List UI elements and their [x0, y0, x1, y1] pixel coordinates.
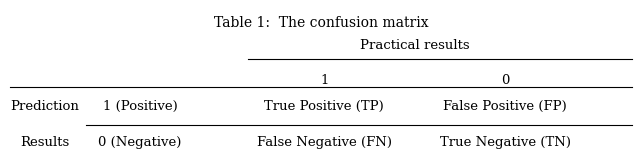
Text: 1: 1 — [320, 75, 328, 88]
Text: Table 1:  The confusion matrix: Table 1: The confusion matrix — [214, 16, 428, 30]
Text: Practical results: Practical results — [360, 39, 470, 52]
Text: False Negative (FN): False Negative (FN) — [257, 136, 392, 149]
Text: True Negative (TN): True Negative (TN) — [440, 136, 571, 149]
Text: 0 (Negative): 0 (Negative) — [99, 136, 182, 149]
Text: Prediction: Prediction — [10, 100, 79, 113]
Text: Results: Results — [20, 136, 70, 149]
Text: 1 (Positive): 1 (Positive) — [103, 100, 177, 113]
Text: 0: 0 — [501, 75, 509, 88]
Text: True Positive (TP): True Positive (TP) — [264, 100, 384, 113]
Text: False Positive (FP): False Positive (FP) — [444, 100, 567, 113]
